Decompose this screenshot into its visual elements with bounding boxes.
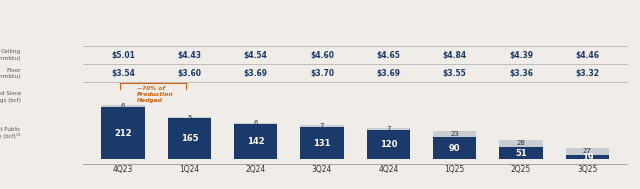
Text: 4Q24: 4Q24 <box>378 165 399 174</box>
Bar <box>367 129 410 160</box>
Text: $3.54: $3.54 <box>111 69 135 78</box>
Text: $4.43: $4.43 <box>177 51 202 60</box>
Bar <box>433 131 476 137</box>
Text: 165: 165 <box>180 134 198 143</box>
Text: 3Q24: 3Q24 <box>312 165 332 174</box>
Bar <box>300 127 344 160</box>
Bar <box>433 137 476 160</box>
Text: 7: 7 <box>320 123 324 129</box>
Text: 19: 19 <box>582 153 593 162</box>
Text: $4.84: $4.84 <box>443 51 467 60</box>
Text: $3.60: $3.60 <box>177 69 202 78</box>
Text: $4.39: $4.39 <box>509 51 533 60</box>
Text: 4Q23: 4Q23 <box>113 165 133 174</box>
Text: 131: 131 <box>313 139 331 148</box>
Text: 51: 51 <box>515 149 527 158</box>
Text: 90: 90 <box>449 144 460 153</box>
Text: $3.55: $3.55 <box>443 69 467 78</box>
Bar <box>367 128 410 129</box>
Text: $3.70: $3.70 <box>310 69 334 78</box>
Text: 212: 212 <box>114 129 132 138</box>
Text: 3Q25: 3Q25 <box>577 165 598 174</box>
Text: 1Q24: 1Q24 <box>179 165 200 174</box>
Text: 2Q24: 2Q24 <box>246 165 266 174</box>
Text: ~70% of
Production
Hedged: ~70% of Production Hedged <box>136 85 173 103</box>
Bar <box>102 105 145 107</box>
Text: $4.60: $4.60 <box>310 51 334 60</box>
Text: $4.65: $4.65 <box>376 51 400 60</box>
Text: 28: 28 <box>516 140 525 146</box>
Text: $4.54: $4.54 <box>244 51 268 60</box>
Bar <box>168 117 211 118</box>
Bar <box>234 123 277 124</box>
Text: 23: 23 <box>451 131 459 137</box>
Text: 142: 142 <box>247 137 264 146</box>
Bar <box>300 125 344 127</box>
Text: $3.69: $3.69 <box>376 69 401 78</box>
Bar <box>234 124 277 160</box>
Text: 5: 5 <box>187 115 191 121</box>
Text: Last Public
Disclosure (bcf)¹³: Last Public Disclosure (bcf)¹³ <box>0 127 20 139</box>
Text: 1Q25: 1Q25 <box>445 165 465 174</box>
Bar <box>566 148 609 155</box>
Text: 6: 6 <box>121 103 125 109</box>
Text: $3.32: $3.32 <box>575 69 600 78</box>
Text: 7: 7 <box>386 126 390 132</box>
Text: 6: 6 <box>253 120 258 126</box>
Text: $3.36: $3.36 <box>509 69 533 78</box>
Bar <box>168 118 211 160</box>
Text: $4.46: $4.46 <box>575 51 600 60</box>
Bar <box>566 155 609 160</box>
Text: $3.69: $3.69 <box>244 69 268 78</box>
Text: 120: 120 <box>380 140 397 149</box>
Text: Floor
($/mmbtu): Floor ($/mmbtu) <box>0 68 20 79</box>
Bar <box>499 147 543 160</box>
Bar <box>499 140 543 147</box>
Text: 27: 27 <box>583 148 592 154</box>
Text: 2Q25: 2Q25 <box>511 165 531 174</box>
Text: Ceiling
($/mmbtu): Ceiling ($/mmbtu) <box>0 50 20 61</box>
Text: $5.01: $5.01 <box>111 51 135 60</box>
Text: Added Since
Q2 Earnings (bcf): Added Since Q2 Earnings (bcf) <box>0 91 20 103</box>
Bar <box>102 107 145 160</box>
